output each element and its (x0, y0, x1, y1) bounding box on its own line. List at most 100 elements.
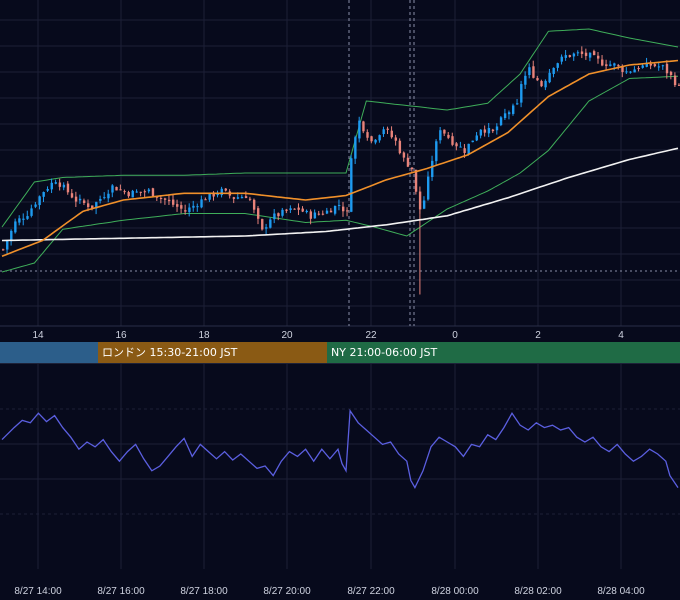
candle-down (451, 136, 454, 145)
candle-up (588, 52, 592, 58)
candle-down (443, 129, 446, 134)
candle-up (576, 52, 580, 54)
candle-up (524, 75, 527, 85)
candle-down (410, 167, 414, 170)
candle-up (200, 199, 203, 208)
candlesticks (2, 46, 680, 295)
candle-up (42, 192, 45, 197)
price-x-tick-label: 16 (115, 330, 127, 341)
candle-up (147, 189, 151, 192)
candle-up (495, 126, 499, 131)
candle-up (552, 67, 555, 74)
candle-down (386, 128, 389, 130)
candle-up (99, 198, 102, 201)
candle-down (673, 75, 677, 86)
oscillator-chart-x-axis: 8/27 14:00 8/27 16:00 8/27 18:00 8/27 20:00… (14, 586, 645, 597)
candle-down (321, 213, 325, 215)
candle-down (406, 157, 410, 167)
bollinger-upper-line (1, 28, 679, 228)
moving-average-short-line (1, 59, 679, 258)
candle-up (471, 140, 474, 143)
candle-down (536, 78, 539, 81)
candle-up (34, 204, 37, 207)
moving-averages (1, 59, 679, 258)
candle-down (568, 55, 572, 57)
candle-down (257, 208, 260, 219)
candle-down (252, 199, 256, 210)
candle-down (74, 196, 78, 202)
candle-down (261, 219, 264, 230)
candle-up (528, 67, 531, 76)
session-bar: ロンドン 15:30-21:00 JST NY 21:00-06:00 JST (0, 342, 680, 363)
candle-down (669, 71, 673, 76)
candle-up (337, 204, 341, 206)
candle-down (447, 134, 450, 138)
candle-up (135, 191, 138, 193)
candle-up (512, 105, 515, 114)
candle-up (350, 158, 353, 212)
candle-up (516, 103, 519, 105)
price-x-tick-label: 4 (618, 330, 624, 341)
candle-up (560, 56, 563, 62)
candle-down (677, 84, 680, 86)
candle-up (520, 84, 523, 103)
candle-down (309, 211, 313, 219)
candle-down (224, 188, 228, 191)
candle-down (70, 193, 74, 198)
oscillator-x-tick-label: 8/28 00:00 (431, 586, 479, 597)
candle-down (390, 130, 393, 138)
candle-down (232, 197, 236, 199)
candle-up (661, 65, 665, 67)
candle-down (370, 136, 373, 142)
oscillator-x-tick-label: 8/27 18:00 (180, 586, 228, 597)
candle-down (301, 208, 304, 212)
price-x-tick-label: 14 (32, 330, 44, 341)
candle-up (281, 209, 284, 216)
candle-up (208, 192, 211, 200)
candle-down (317, 213, 321, 215)
candle-down (244, 196, 248, 199)
oscillator-x-tick-label: 8/28 02:00 (514, 586, 562, 597)
candle-down (159, 198, 163, 200)
candle-up (459, 146, 462, 148)
candle-down (597, 55, 600, 59)
candle-up (95, 202, 98, 209)
candle-up (107, 193, 110, 199)
panel-separator (0, 363, 680, 364)
moving-average-long-line (1, 147, 679, 242)
candle-up (507, 112, 511, 115)
candle-up (374, 139, 377, 143)
candle-up (46, 189, 49, 191)
candle-down (414, 169, 418, 192)
candle-down (277, 213, 280, 217)
candle-up (26, 216, 29, 219)
candle-up (503, 113, 507, 119)
candle-down (483, 129, 487, 133)
candle-up (657, 66, 661, 68)
candle-down (123, 191, 126, 193)
candle-down (172, 199, 175, 205)
candle-down (463, 148, 466, 153)
oscillator-chart[interactable]: 8/27 14:00 8/27 16:00 8/27 18:00 8/27 20:00… (0, 364, 680, 600)
candle-up (479, 129, 483, 136)
candle-up (265, 227, 268, 229)
candle-up (556, 63, 559, 68)
oscillator-x-tick-label: 8/28 04:00 (597, 586, 645, 597)
candle-up (30, 208, 33, 216)
candle-down (532, 66, 535, 78)
candle-up (131, 190, 134, 198)
bollinger-bands (1, 28, 679, 273)
candle-down (248, 198, 252, 200)
candle-down (491, 129, 495, 132)
candle-up (358, 120, 361, 139)
session-tokyo (0, 342, 98, 363)
candle-down (394, 137, 398, 141)
candle-down (362, 121, 365, 132)
candle-down (204, 199, 207, 201)
session-newyork: NY 21:00-06:00 JST (327, 342, 680, 363)
candle-up (427, 176, 430, 200)
price-chart[interactable]: 14 16 18 20 22 0 2 4 (0, 0, 680, 342)
candle-down (58, 182, 62, 187)
candle-up (378, 135, 381, 141)
candle-down (139, 191, 143, 193)
